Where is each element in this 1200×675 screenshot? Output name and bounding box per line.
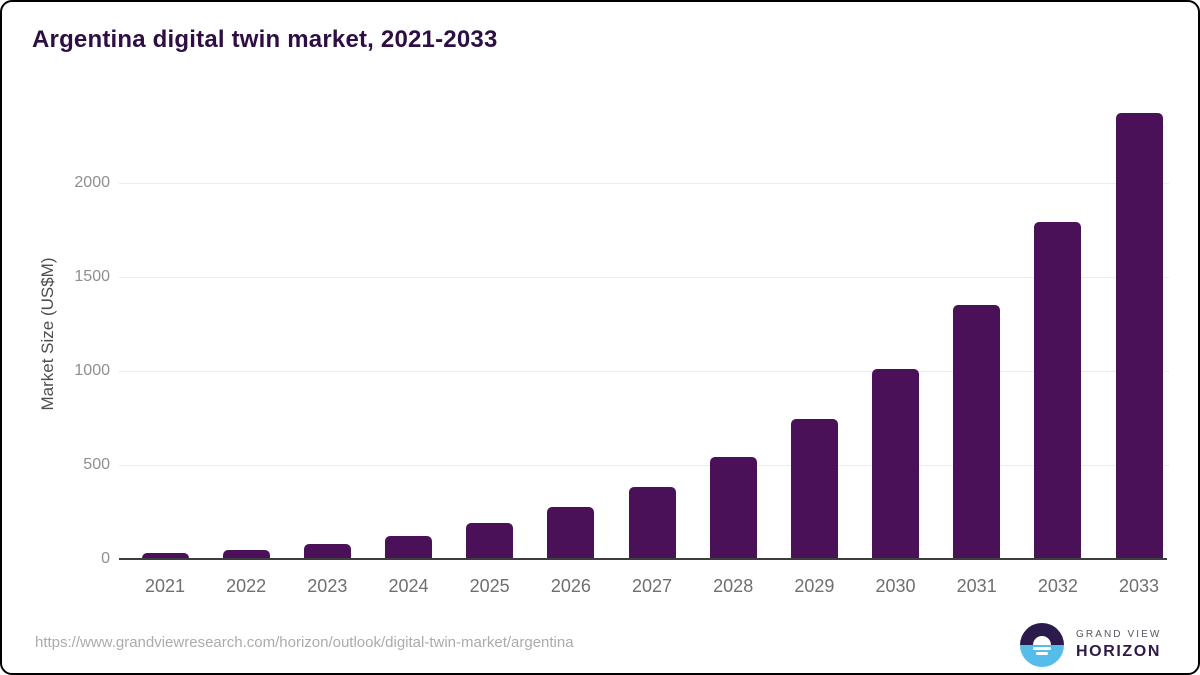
bar-2021	[141, 553, 189, 559]
logo-line-horizon: HORIZON	[1076, 643, 1161, 660]
bar-2030	[872, 369, 920, 559]
x-tick-label: 2022	[226, 576, 267, 596]
x-tick-label: 2027	[631, 576, 673, 596]
bar-2033	[1115, 113, 1163, 559]
logo-reflection-line	[1036, 652, 1048, 655]
logo-sky-half	[1020, 623, 1064, 645]
y-gridline	[119, 370, 1169, 372]
x-axis-line	[119, 558, 1167, 560]
logo-sea-half	[1020, 645, 1064, 667]
x-tick-label: 2021	[144, 576, 186, 596]
bar-2032	[1034, 221, 1082, 559]
bar-2022	[222, 549, 270, 559]
bar-2025	[466, 523, 514, 559]
brand-logo: GRAND VIEW HORIZON	[1020, 623, 1166, 667]
bar-2029	[790, 418, 838, 559]
x-tick-label: 2026	[550, 576, 591, 596]
y-tick-label: 2000	[74, 174, 110, 191]
bar-2028	[709, 457, 757, 559]
logo-wordmark: GRAND VIEW HORIZON	[1076, 629, 1161, 661]
x-tick-label: 2029	[794, 576, 835, 596]
x-tick-label: 2024	[388, 576, 429, 596]
x-tick-label: 2028	[713, 576, 754, 596]
bar-2027	[628, 486, 676, 559]
logo-line-grand-view: GRAND VIEW	[1076, 629, 1162, 640]
horizon-sun-icon	[1020, 623, 1064, 667]
x-tick-label: 2025	[469, 576, 510, 596]
source-url: https://www.grandviewresearch.com/horizo…	[35, 634, 574, 651]
chart-title: Argentina digital twin market, 2021-2033	[32, 26, 498, 53]
y-tick-label: 500	[83, 456, 110, 473]
bar-2024	[385, 535, 432, 559]
bar-2023	[303, 543, 351, 559]
y-tick-label: 1000	[74, 362, 110, 379]
y-gridline	[119, 276, 1169, 278]
y-tick-label: 1500	[74, 268, 110, 285]
x-tick-label: 2023	[307, 576, 348, 596]
bar-2031	[953, 305, 1001, 559]
x-tick-label: 2033	[1119, 576, 1160, 596]
logo-sun-dome	[1033, 636, 1051, 645]
y-gridline	[119, 464, 1169, 466]
x-tick-label: 2032	[1037, 576, 1078, 596]
bar-2026	[547, 507, 595, 559]
x-tick-label: 2030	[875, 576, 916, 596]
y-tick-label: 0	[101, 550, 110, 567]
x-tick-label: 2031	[956, 576, 997, 596]
y-axis-label: Market Size (US$M)	[38, 257, 57, 411]
y-gridline	[119, 182, 1169, 184]
logo-reflection-line	[1033, 647, 1051, 650]
